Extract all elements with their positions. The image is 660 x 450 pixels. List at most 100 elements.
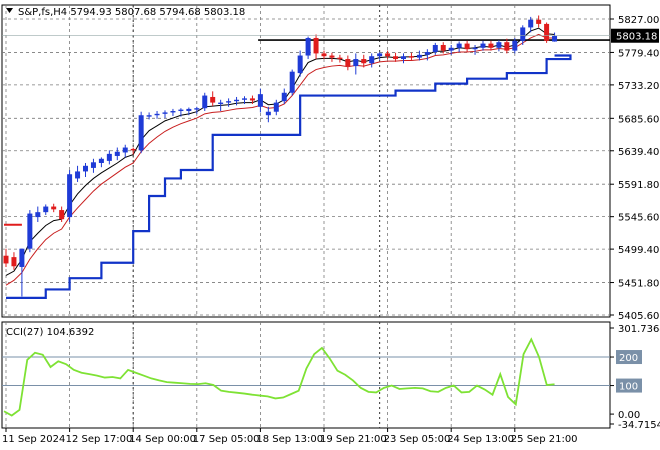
dropdown-triangle-icon[interactable] bbox=[6, 8, 13, 13]
candle-body bbox=[552, 35, 558, 42]
time-tick-label: 19 Sep 21:00 bbox=[320, 434, 387, 445]
candle-body bbox=[377, 53, 383, 57]
candle-body bbox=[424, 52, 430, 55]
candle-body bbox=[226, 101, 232, 103]
candle-body bbox=[313, 37, 319, 54]
candle-body bbox=[51, 206, 57, 210]
candle-body bbox=[3, 255, 9, 264]
candle-body bbox=[416, 54, 422, 58]
candle-body bbox=[75, 171, 81, 179]
cci-level-box bbox=[616, 378, 642, 393]
candle-body bbox=[35, 212, 41, 218]
candle-body bbox=[289, 71, 295, 93]
candle-body bbox=[210, 96, 216, 103]
current-price-box bbox=[611, 28, 659, 43]
candle-body bbox=[43, 206, 49, 213]
candle-body bbox=[178, 109, 184, 112]
slow-average-line bbox=[5, 33, 555, 286]
time-tick-label: 17 Sep 05:00 bbox=[193, 434, 260, 445]
price-tick-label: 5639.40 bbox=[618, 147, 659, 158]
candle-body bbox=[98, 158, 104, 163]
candle-body bbox=[59, 210, 65, 220]
candle-body bbox=[19, 248, 25, 267]
candle-body bbox=[170, 111, 176, 113]
candle-body bbox=[401, 56, 406, 60]
candle-body bbox=[257, 94, 263, 107]
candle-body bbox=[218, 102, 224, 104]
cci-tick-label: 301.7364 bbox=[618, 324, 660, 335]
time-tick-label: 18 Sep 13:00 bbox=[256, 434, 323, 445]
candle-body bbox=[130, 148, 136, 151]
candle-body bbox=[528, 19, 534, 28]
price-tick-label: 5685.60 bbox=[618, 114, 659, 125]
candle-body bbox=[448, 47, 454, 51]
time-tick-label: 23 Sep 05:00 bbox=[384, 434, 451, 445]
candle-body bbox=[456, 43, 462, 48]
candle-body bbox=[186, 108, 192, 112]
candle-body bbox=[11, 257, 17, 267]
candle-body bbox=[67, 174, 73, 218]
candle-body bbox=[464, 43, 470, 50]
current-price-label: 5803.18 bbox=[616, 32, 657, 43]
candle-body bbox=[544, 23, 550, 41]
candle-body bbox=[345, 59, 351, 67]
candle-body bbox=[353, 59, 359, 67]
candle-body bbox=[162, 112, 168, 114]
candle-body bbox=[369, 56, 375, 64]
price-tick-label: 5545.60 bbox=[618, 213, 659, 224]
candle-body bbox=[273, 102, 279, 112]
candle-body bbox=[536, 19, 542, 24]
price-tick-label: 5733.20 bbox=[618, 81, 659, 92]
candle-body bbox=[242, 98, 247, 100]
candle-body bbox=[90, 162, 96, 168]
cci-pane-frame bbox=[1, 321, 611, 429]
price-tick-label: 5499.40 bbox=[618, 245, 659, 256]
cci-line bbox=[3, 337, 555, 417]
candle-body bbox=[385, 53, 391, 57]
candle-body bbox=[321, 53, 327, 57]
candle-body bbox=[472, 47, 478, 50]
candle-body bbox=[27, 213, 33, 249]
candle-body bbox=[393, 56, 399, 60]
price-tick-label: 5451.80 bbox=[618, 279, 659, 290]
cci-tick-label: 100 bbox=[619, 382, 638, 393]
time-tick-label: 25 Sep 21:00 bbox=[511, 434, 578, 445]
candle-body bbox=[488, 43, 494, 48]
cci-header: CCI(27) 104.6392 bbox=[6, 327, 94, 338]
candle-body bbox=[408, 56, 414, 58]
candle-body bbox=[249, 98, 255, 101]
cci-pane: 301.7364 200 100 0.00-34.7154 bbox=[1, 321, 660, 431]
price-pane-frame bbox=[1, 4, 611, 318]
candle-body bbox=[432, 44, 438, 53]
time-tick-label: 24 Sep 13:00 bbox=[447, 434, 514, 445]
time-tick-label: 14 Sep 00:00 bbox=[129, 434, 196, 445]
price-tick-label: 5591.80 bbox=[618, 180, 659, 191]
candle-body bbox=[440, 44, 446, 51]
candle-body bbox=[297, 55, 303, 74]
candle-body bbox=[337, 57, 343, 60]
candle-body bbox=[504, 42, 510, 51]
price-tick-label: 5405.60 bbox=[618, 311, 659, 322]
candle-body bbox=[361, 59, 367, 64]
candle-body bbox=[106, 153, 112, 161]
candle-body bbox=[114, 151, 120, 156]
price-pane: 5827.00 5779.40 5733.20 5685.60 5639.40 5591.… bbox=[1, 4, 659, 322]
cci-tick-label: -34.7154 bbox=[618, 420, 660, 431]
candle-body bbox=[265, 111, 271, 116]
candle-body bbox=[202, 95, 208, 109]
symbol-header: S&P,fs,H4 5794.93 5807.68 5794.68 5803.1… bbox=[18, 7, 245, 18]
time-tick-label: 11 Sep 2024 bbox=[2, 434, 65, 445]
candle-body bbox=[122, 147, 128, 153]
cci-level-box bbox=[616, 350, 642, 365]
cci-tick-label: 0.00 bbox=[618, 410, 640, 421]
candle-body bbox=[520, 27, 526, 41]
candle-body bbox=[234, 99, 240, 102]
candle-body bbox=[329, 55, 335, 58]
candle-body bbox=[512, 40, 518, 51]
candle-body bbox=[154, 113, 160, 116]
time-tick-label: 12 Sep 17:00 bbox=[66, 434, 133, 445]
candle-body bbox=[281, 92, 287, 102]
candle-body bbox=[138, 115, 144, 151]
fast-average-line bbox=[5, 27, 555, 276]
